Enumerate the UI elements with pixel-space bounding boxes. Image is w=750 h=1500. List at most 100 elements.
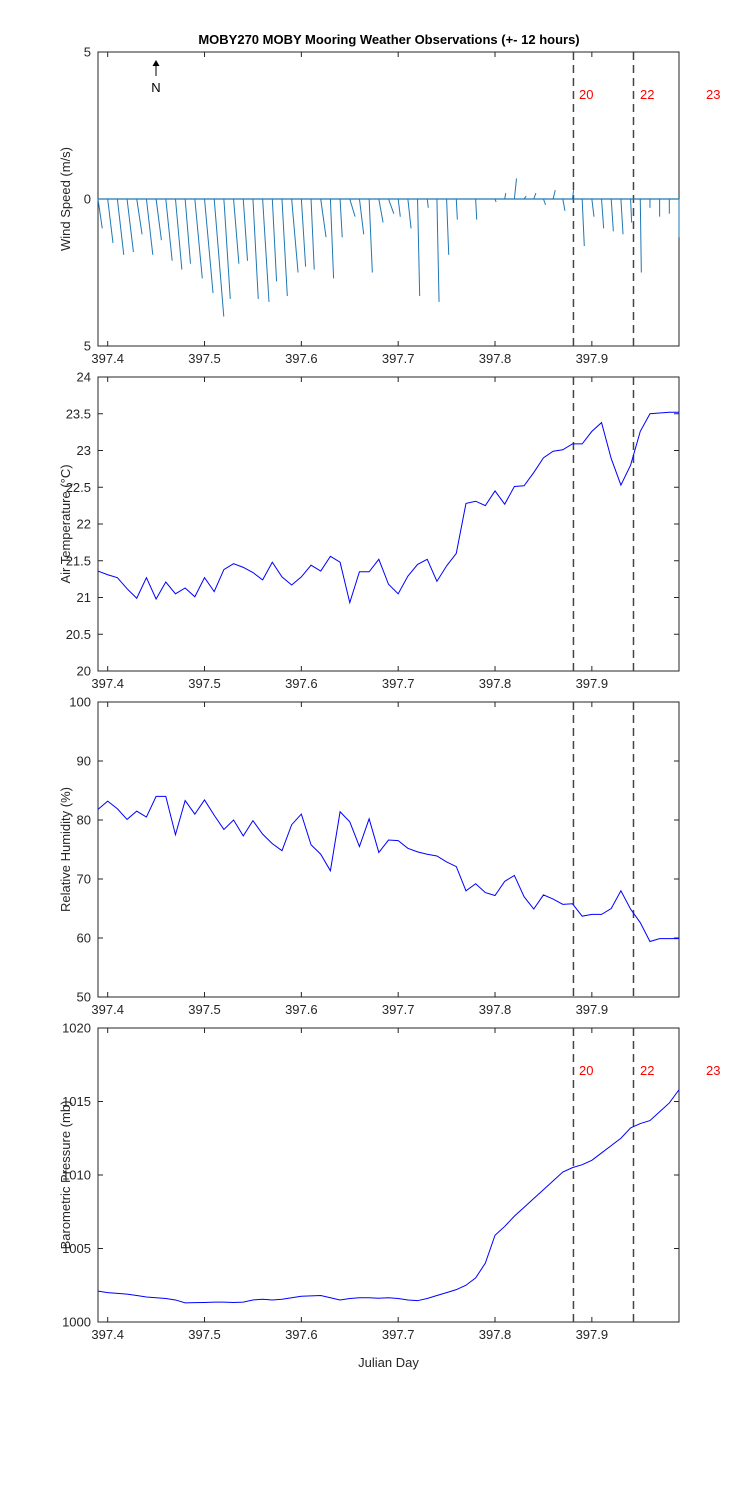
y-tick-label: 70 <box>77 872 91 887</box>
y-axis-label: Barometric Pressure (mb) <box>58 1101 73 1250</box>
wind-vector <box>116 198 125 255</box>
series-line-air <box>97 411 679 605</box>
x-tick-label: 397.7 <box>382 676 415 691</box>
wind-vector <box>446 198 450 255</box>
y-tick-label: 5 <box>84 45 91 60</box>
wind-vector <box>504 193 507 200</box>
chart-title: MOBY270 MOBY Mooring Weather Observation… <box>198 32 579 47</box>
wind-vector <box>513 178 518 200</box>
wind-vector <box>581 198 585 247</box>
x-tick-label: 397.6 <box>285 1327 318 1342</box>
wind-vector <box>436 198 440 302</box>
panel-rh: 50 60 70 80 90 100 397.4 397.5 397.6 397.7 397.8 39… <box>58 695 680 1017</box>
wind-vector <box>223 198 231 299</box>
x-tick-label: 397.5 <box>188 1327 221 1342</box>
x-tick-label: 397.6 <box>285 676 318 691</box>
y-tick-label: 60 <box>77 931 91 946</box>
wind-vector <box>291 198 299 273</box>
wind-vector <box>242 198 249 261</box>
wind-vector <box>630 198 633 223</box>
y-tick-label: 22.5 <box>66 480 91 495</box>
x-tick-label: 397.8 <box>479 351 512 366</box>
wind-vector <box>426 198 429 208</box>
x-tick-label: 397.7 <box>382 1002 415 1017</box>
x-tick-label: 397.4 <box>91 351 124 366</box>
y-axis-label: Relative Humidity (%) <box>58 787 73 912</box>
y-tick-label: 1020 <box>62 1021 91 1036</box>
wind-vector <box>571 190 575 200</box>
wind-vector <box>388 198 395 214</box>
plot-frame <box>97 701 680 998</box>
wind-vector <box>213 198 225 317</box>
x-tick-label: 397.9 <box>576 1327 609 1342</box>
y-tick-label: 24 <box>77 370 91 385</box>
wind-vector <box>407 198 412 229</box>
x-axis-label: Julian Day <box>358 1355 419 1370</box>
event-marker-label: 22 <box>640 1063 654 1078</box>
wind-vector <box>271 198 278 282</box>
y-tick-label: 23.5 <box>66 406 91 421</box>
wind-vector <box>523 195 527 200</box>
wind-vector <box>204 198 214 294</box>
wind-vector <box>233 198 240 264</box>
wind-vector <box>494 198 497 203</box>
wind-vector <box>107 198 114 244</box>
x-tick-label: 397.7 <box>382 1327 415 1342</box>
wind-vector <box>300 198 307 267</box>
y-axis-label: Wind Speed (m/s) <box>58 147 73 251</box>
event-marker-label: 20 <box>579 87 593 102</box>
event-marker-label: 22 <box>640 87 654 102</box>
x-tick-label: 397.4 <box>91 676 124 691</box>
wind-vector <box>281 198 288 297</box>
wind-vector <box>252 198 259 299</box>
wind-vector <box>562 198 566 211</box>
wind-vector <box>155 198 162 241</box>
x-tick-label: 397.7 <box>382 351 415 366</box>
y-tick-label: 100 <box>69 695 91 710</box>
y-tick-label: 50 <box>77 990 91 1005</box>
wind-vector <box>610 198 614 232</box>
wind-vector <box>126 198 134 252</box>
y-tick-label: 21.5 <box>66 553 91 568</box>
x-tick-label: 397.8 <box>479 676 512 691</box>
x-tick-label: 397.5 <box>188 351 221 366</box>
wind-vector <box>145 198 154 255</box>
wind-vector <box>601 198 605 229</box>
series-line-bp <box>97 1089 680 1304</box>
y-tick-label: 22 <box>77 517 91 532</box>
x-tick-label: 397.8 <box>479 1327 512 1342</box>
panel-air: 20 20.5 21 21.5 22 22.5 23 23.5 24 397.4 397.5 397.… <box>58 370 680 691</box>
y-tick-label: 20.5 <box>66 627 91 642</box>
y-axis-label: Air Temperature (°C) <box>58 464 73 583</box>
wind-vector <box>358 198 365 235</box>
north-arrowhead-icon <box>152 60 160 66</box>
wind-vector <box>310 198 315 270</box>
x-tick-label: 397.4 <box>91 1002 124 1017</box>
wind-vector <box>194 198 203 279</box>
x-tick-label: 397.9 <box>576 1002 609 1017</box>
event-marker-label: 20 <box>579 1063 593 1078</box>
wind-vector <box>620 198 624 235</box>
wind-vector <box>97 198 103 229</box>
y-tick-label: 5 <box>84 339 91 354</box>
wind-vector <box>368 198 373 273</box>
wind-vector <box>591 198 595 217</box>
wind-vector <box>639 198 642 273</box>
event-marker-label: 23 <box>706 1063 720 1078</box>
x-tick-label: 397.9 <box>576 351 609 366</box>
wind-vector <box>136 198 143 235</box>
wind-vector <box>378 198 384 223</box>
plot-frame <box>97 376 680 672</box>
y-tick-label: 80 <box>77 813 91 828</box>
wind-vector <box>329 198 335 279</box>
y-tick-label: 90 <box>77 754 91 769</box>
wind-vector <box>552 190 556 200</box>
y-tick-label: 21 <box>77 590 91 605</box>
wind-vector <box>165 198 173 261</box>
panel-bp: 1000 1005 1010 1015 1020 397.4 397.5 397.6 397.7… <box>58 1021 720 1371</box>
wind-vector <box>339 198 343 238</box>
wind-vector <box>542 198 547 206</box>
y-tick-label: 0 <box>84 192 91 207</box>
x-tick-label: 397.5 <box>188 676 221 691</box>
